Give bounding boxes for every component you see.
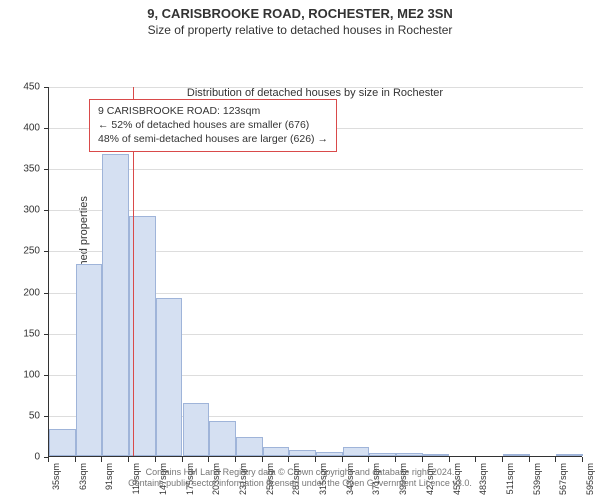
plot-area: 9 CARISBROOKE ROAD: 123sqm← 52% of detac… [48, 87, 582, 457]
xtick-mark [208, 457, 209, 462]
ytick-label: 100 [0, 369, 40, 380]
ytick-mark [44, 169, 49, 170]
xtick-mark [235, 457, 236, 462]
ytick-label: 200 [0, 287, 40, 298]
histogram-bar [183, 403, 210, 456]
histogram-bar [76, 264, 103, 456]
histogram-bar [396, 453, 423, 456]
histogram-bar [369, 453, 396, 456]
ytick-label: 250 [0, 246, 40, 257]
footer-line-1: Contains HM Land Registry data © Crown c… [0, 467, 600, 479]
xtick-mark [555, 457, 556, 462]
ytick-label: 400 [0, 123, 40, 134]
ytick-mark [44, 334, 49, 335]
ytick-mark [44, 416, 49, 417]
histogram-bar [49, 429, 76, 456]
xtick-mark [128, 457, 129, 462]
ytick-mark [44, 293, 49, 294]
xtick-mark [395, 457, 396, 462]
gridline-h [49, 87, 583, 88]
xtick-mark [582, 457, 583, 462]
ytick-label: 350 [0, 164, 40, 175]
xtick-mark [342, 457, 343, 462]
footer-line-2: Contains public sector information licen… [0, 478, 600, 490]
histogram-bar [209, 421, 236, 456]
ytick-label: 300 [0, 205, 40, 216]
xtick-mark [368, 457, 369, 462]
ytick-mark [44, 128, 49, 129]
ytick-mark [44, 375, 49, 376]
xtick-mark [502, 457, 503, 462]
annotation-line: 48% of semi-detached houses are larger (… [98, 132, 328, 146]
xtick-mark [315, 457, 316, 462]
annotation-line: 9 CARISBROOKE ROAD: 123sqm [98, 104, 328, 118]
histogram-chart: Number of detached properties 9 CARISBRO… [48, 87, 582, 457]
xtick-mark [182, 457, 183, 462]
gridline-h [49, 210, 583, 211]
xtick-mark [288, 457, 289, 462]
histogram-bar [343, 447, 370, 456]
histogram-bar [156, 298, 183, 456]
histogram-bar [556, 454, 583, 456]
ytick-mark [44, 210, 49, 211]
ytick-label: 0 [0, 452, 40, 463]
histogram-bar [289, 450, 316, 456]
xtick-mark [101, 457, 102, 462]
gridline-h [49, 169, 583, 170]
xtick-mark [75, 457, 76, 462]
ytick-label: 50 [0, 410, 40, 421]
chart-title-main: 9, CARISBROOKE ROAD, ROCHESTER, ME2 3SN [0, 6, 600, 21]
ytick-mark [44, 87, 49, 88]
xtick-mark [529, 457, 530, 462]
histogram-bar [102, 154, 129, 456]
xtick-mark [155, 457, 156, 462]
ytick-label: 150 [0, 328, 40, 339]
xtick-mark [422, 457, 423, 462]
xtick-mark [48, 457, 49, 462]
histogram-bar [236, 437, 263, 456]
histogram-bar [263, 447, 290, 456]
ytick-mark [44, 251, 49, 252]
xtick-mark [262, 457, 263, 462]
histogram-bar [503, 454, 530, 456]
annotation-line: ← 52% of detached houses are smaller (67… [98, 118, 328, 132]
chart-title-sub: Size of property relative to detached ho… [0, 23, 600, 37]
histogram-bar [316, 452, 343, 456]
attribution-footer: Contains HM Land Registry data © Crown c… [0, 467, 600, 496]
xtick-mark [475, 457, 476, 462]
histogram-bar [423, 454, 450, 456]
xtick-mark [449, 457, 450, 462]
ytick-label: 450 [0, 82, 40, 93]
annotation-box: 9 CARISBROOKE ROAD: 123sqm← 52% of detac… [89, 99, 337, 152]
